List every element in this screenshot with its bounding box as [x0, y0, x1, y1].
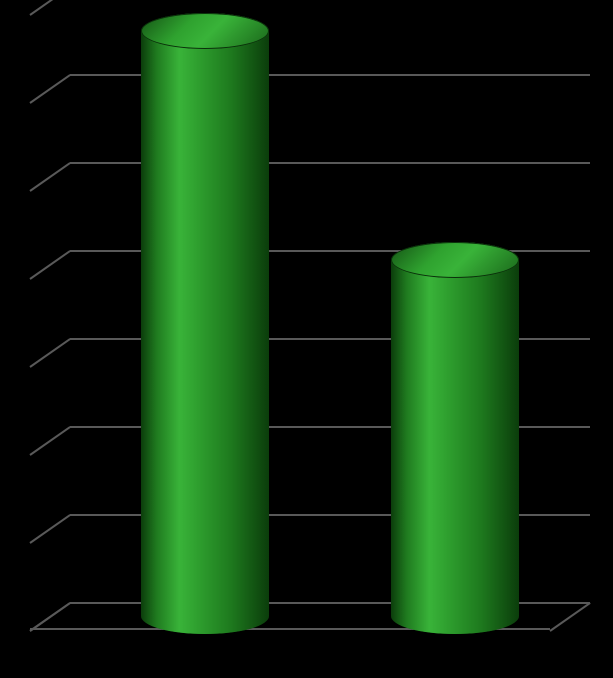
- bar-top-cap: [141, 13, 269, 49]
- bars-container: [30, 10, 590, 630]
- bar-top-cap: [391, 242, 519, 278]
- plot-area: [30, 10, 590, 630]
- bar-1: [141, 13, 269, 634]
- bar-shaft: [141, 31, 269, 616]
- bar-2: [391, 242, 519, 634]
- bar-shaft: [391, 260, 519, 616]
- cylinder-bar-chart: [0, 0, 613, 678]
